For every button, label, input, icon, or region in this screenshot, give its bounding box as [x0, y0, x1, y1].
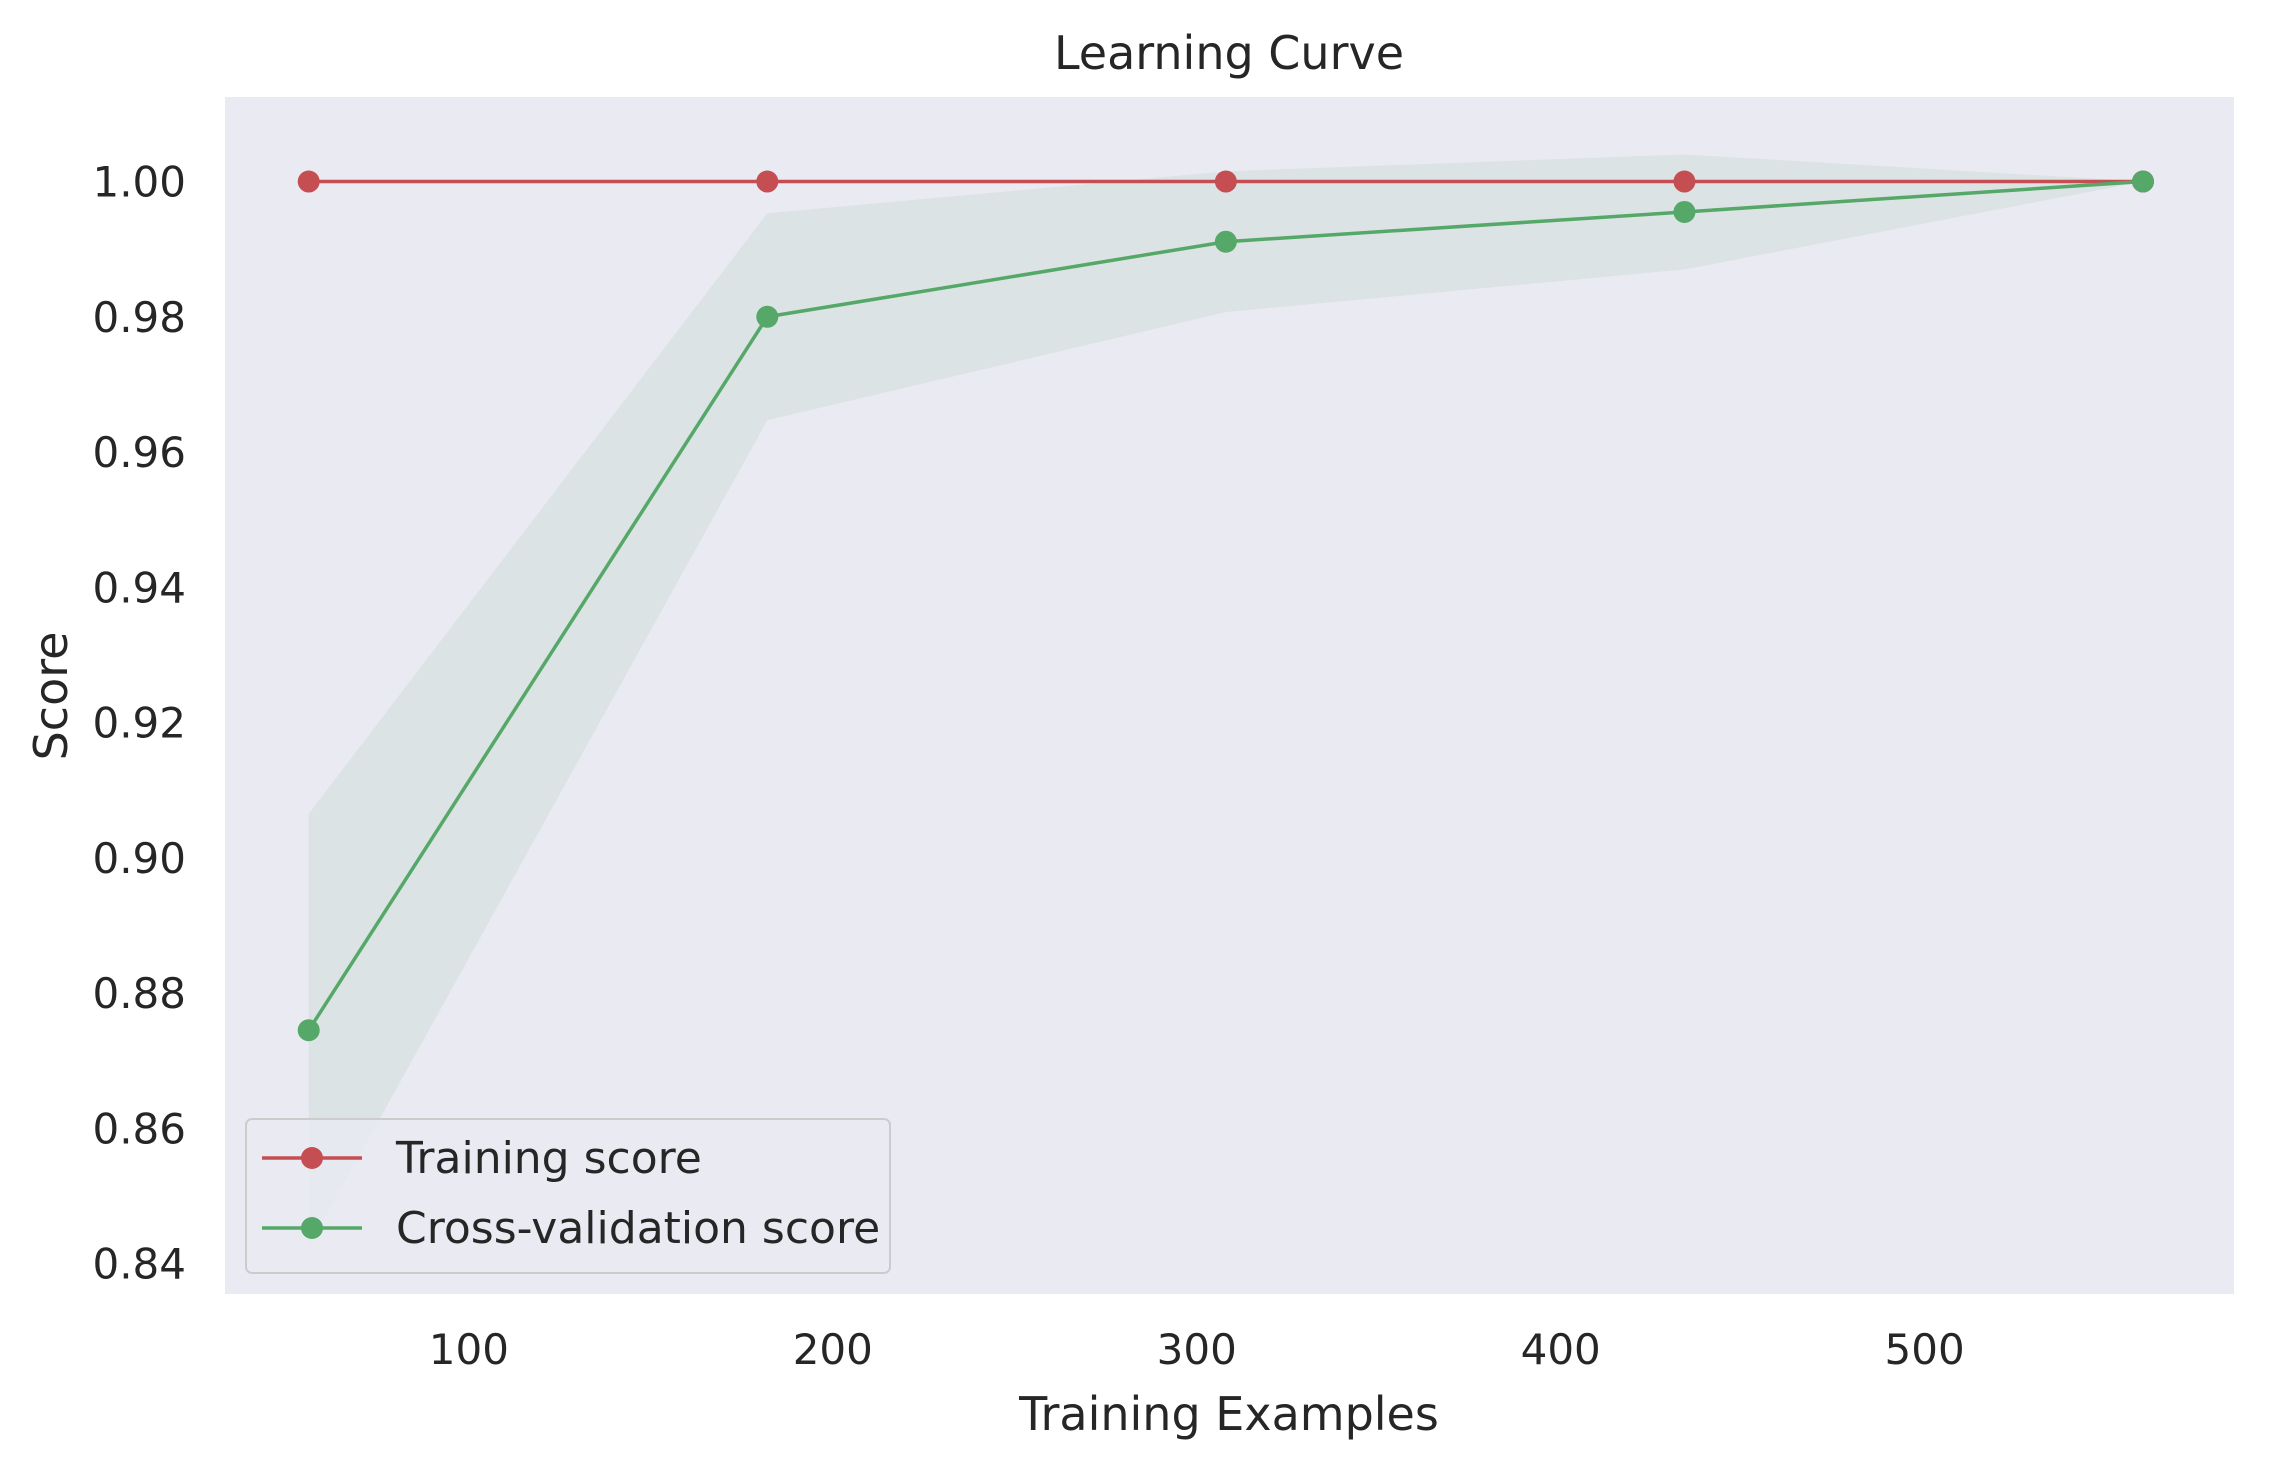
y-tick-labels: 0.84 0.86 0.88 0.90 0.92 0.94 0.96 0.98 1.00 — [92, 158, 186, 1289]
legend-box — [245, 1118, 891, 1274]
x-tick-label: 200 — [793, 1325, 873, 1374]
series-points — [297, 170, 2155, 1042]
plot-background — [225, 97, 2234, 1294]
legend-entries: Training score Cross-validation score — [262, 1133, 880, 1254]
x-tick-label: 300 — [1157, 1325, 1237, 1374]
cross-validation-score-point — [756, 305, 779, 328]
y-tick-label: 0.90 — [92, 834, 186, 883]
x-tick-labels: 100 200 300 400 500 — [429, 1325, 1965, 1374]
legend-training-score-marker — [301, 1147, 323, 1169]
y-tick-label: 0.88 — [92, 969, 186, 1018]
cross-validation-score-point — [297, 1019, 320, 1042]
y-tick-label: 0.96 — [92, 428, 186, 477]
y-tick-label: 1.00 — [92, 158, 186, 207]
cross-validation-score-point — [1214, 230, 1237, 253]
cross-validation-score-point — [1673, 200, 1696, 223]
y-tick-label: 0.84 — [92, 1240, 186, 1289]
chart-title: Learning Curve — [1054, 26, 1404, 80]
y-tick-label: 0.92 — [92, 699, 186, 748]
training-score-point — [1214, 170, 1237, 193]
y-tick-label: 0.94 — [92, 563, 186, 612]
x-tick-label: 100 — [429, 1325, 509, 1374]
training-score-point — [1673, 170, 1696, 193]
legend-cross-validation-score-label: Cross-validation score — [396, 1203, 880, 1254]
training-score-point — [297, 170, 320, 193]
y-tick-label: 0.98 — [92, 293, 186, 342]
x-tick-label: 500 — [1885, 1325, 1965, 1374]
y-tick-label: 0.86 — [92, 1104, 186, 1153]
training-score-point — [756, 170, 779, 193]
y-axis-label: Score — [24, 632, 78, 761]
legend: Training score Cross-validation score — [245, 1118, 891, 1274]
x-tick-label: 400 — [1521, 1325, 1601, 1374]
cross-validation-score-point — [2132, 170, 2155, 193]
x-axis-label: Training Examples — [1018, 1387, 1439, 1441]
legend-training-score-label: Training score — [395, 1133, 702, 1184]
legend-cross-validation-score-marker — [301, 1217, 323, 1239]
